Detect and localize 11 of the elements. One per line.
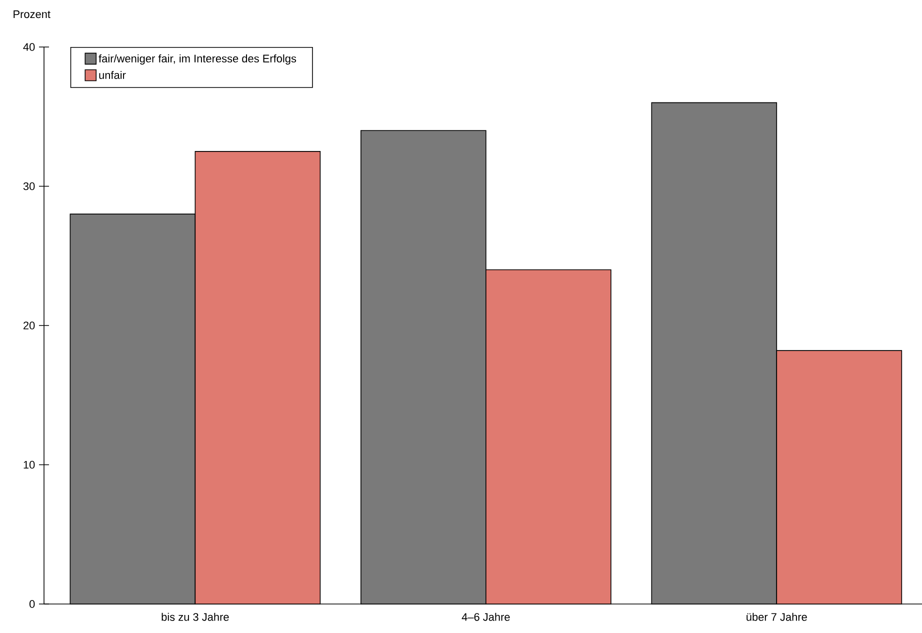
y-tick-label: 30 [23,182,35,190]
y-tick-label: 40 [23,43,35,51]
x-tick-label: über 7 Jahre [746,612,807,621]
legend-label: fair/weniger fair, im Interesse des Erfolgs [98,54,296,65]
y-tick-label: 10 [24,460,35,469]
y-tick-label: 0 [29,600,35,608]
y-tick-label: 20 [24,322,35,330]
x-tick-label: bis zu 3 Jahre [162,612,229,621]
x-tick-label: 4–6 Jahre [462,612,510,621]
legend-label: unfair [99,70,126,79]
y-axis-title: Prozent [14,10,50,18]
